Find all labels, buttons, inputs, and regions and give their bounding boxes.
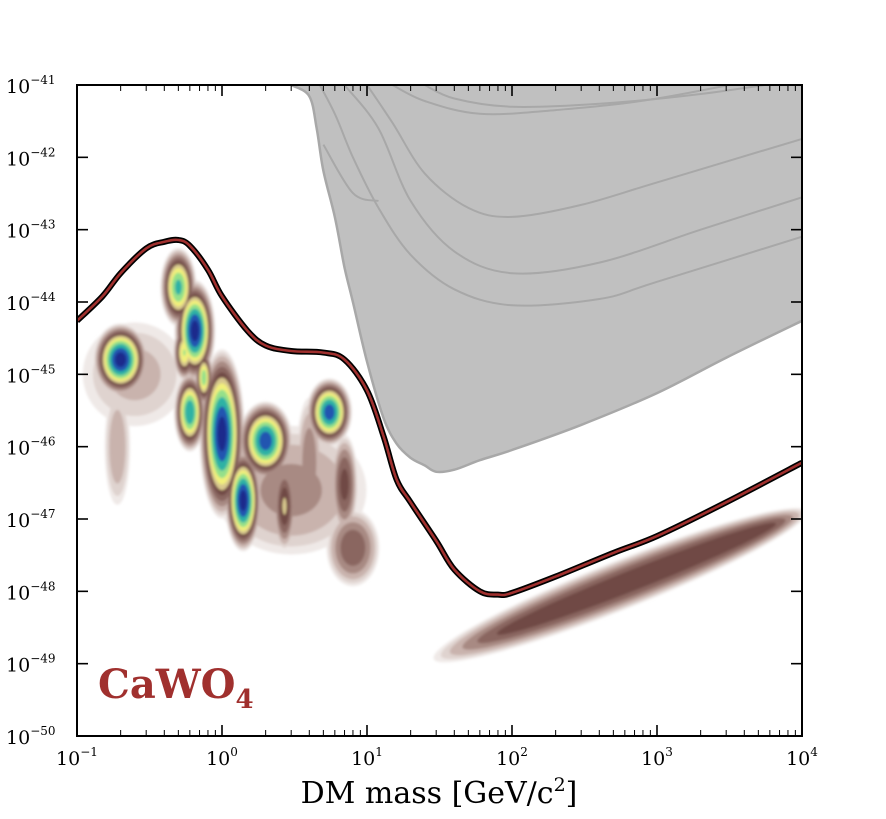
density-blob-1-level-12 <box>115 352 127 367</box>
y-tick-label: 10−49 <box>6 652 56 677</box>
density-band-level-6 <box>496 522 777 635</box>
excluded-region-edge <box>290 85 802 474</box>
y-tick-label: 10−47 <box>6 507 56 532</box>
x-tick-label-base: 10 <box>351 748 375 770</box>
other-limit-curve-4 <box>366 85 802 218</box>
x-tick-label-base: 10 <box>786 748 810 770</box>
x-tick-label-base: 10 <box>56 748 80 770</box>
y-tick-label-exponent: −45 <box>30 362 55 376</box>
y-tick-label-base: 10 <box>6 510 30 532</box>
y-tick-label-base: 10 <box>6 365 30 387</box>
y-tick-label: 10−44 <box>6 290 56 315</box>
x-tick-label-exponent: 0 <box>230 745 238 759</box>
y-tick-label-base: 10 <box>6 727 30 749</box>
y-tick-label-exponent: −42 <box>30 145 55 159</box>
other-limit-curve-1 <box>322 144 379 202</box>
y-tick-label-base: 10 <box>6 655 30 677</box>
excluded-region <box>291 85 802 473</box>
density-blob-5-level-9 <box>183 349 186 356</box>
y-tick-label-base: 10 <box>6 293 30 315</box>
y-tick-label-base: 10 <box>6 221 30 243</box>
density-blob-7-level-10 <box>185 400 195 425</box>
density-blob-15-level-6 <box>340 468 349 501</box>
x-tick-label-base: 10 <box>496 748 520 770</box>
x-tick-label-exponent: −1 <box>80 745 98 759</box>
y-tick-label-exponent: −49 <box>30 652 55 666</box>
x-tick-label: 10−1 <box>56 745 98 770</box>
tick-labels: 10−1 100 101 102 103 10410−4110−4210−4310−441… <box>6 73 818 770</box>
y-tick-label-exponent: −44 <box>30 290 56 304</box>
x-tick-label-base: 10 <box>641 748 665 770</box>
other-limit-curve-6 <box>424 85 772 108</box>
y-tick-label: 10−48 <box>6 579 56 604</box>
y-tick-label-exponent: −43 <box>30 218 55 232</box>
x-axis-title-text-end: ] <box>566 776 578 811</box>
y-tick-label: 10−41 <box>6 73 56 98</box>
x-tick-label: 104 <box>786 745 818 770</box>
density-blob-8-level-12 <box>217 416 227 452</box>
y-tick-label-exponent: −46 <box>30 435 55 449</box>
x-axis-title-exponent: 2 <box>554 774 566 796</box>
density-blob-6-level-9 <box>201 369 207 386</box>
plot-area <box>77 85 802 663</box>
material-label-subscript: 4 <box>236 685 254 715</box>
y-tick-label-exponent: −41 <box>30 73 55 87</box>
y-tick-label: 10−46 <box>6 435 56 460</box>
material-label-main: CaWO <box>98 661 236 708</box>
y-tick-label-base: 10 <box>6 438 30 460</box>
y-tick-label: 10−43 <box>6 218 56 243</box>
density-band <box>433 507 802 663</box>
y-tick-label-exponent: −47 <box>30 507 55 521</box>
axis-ticks <box>76 84 803 737</box>
density-blob-11-level-7 <box>282 497 287 515</box>
other-limit-curve-3 <box>343 85 802 275</box>
density-contours <box>82 247 380 587</box>
x-tick-label: 103 <box>641 745 673 770</box>
y-tick-label-base: 10 <box>6 582 30 604</box>
x-tick-label: 102 <box>496 745 528 770</box>
x-tick-label: 101 <box>351 745 383 770</box>
density-blob-10-level-11 <box>259 431 272 451</box>
y-tick-label-exponent: −50 <box>30 724 55 738</box>
density-blob-14-level-5 <box>340 529 366 566</box>
x-tick-label-exponent: 4 <box>810 745 818 759</box>
material-label: CaWO4 <box>98 661 254 715</box>
density-blob-12-level-11 <box>324 404 335 421</box>
x-tick-label-exponent: 3 <box>665 745 673 759</box>
density-blob-16-level-4 <box>260 464 322 517</box>
y-tick-label-base: 10 <box>6 76 30 98</box>
y-tick-label-exponent: −48 <box>30 579 55 593</box>
y-tick-label: 10−45 <box>6 362 56 387</box>
x-axis-title: DM mass [GeV/c2] <box>301 774 578 811</box>
x-axis-title-text: DM mass [GeV/c <box>301 776 554 811</box>
density-blob-2-level-3 <box>109 409 126 484</box>
other-limit-curve-2 <box>318 85 802 307</box>
y-tick-label: 10−50 <box>6 724 56 749</box>
other-limit-curve-5 <box>392 85 735 116</box>
density-blob-9-level-12 <box>239 490 247 511</box>
y-tick-label-base: 10 <box>6 148 30 170</box>
x-tick-label-exponent: 2 <box>520 745 528 759</box>
x-tick-label: 100 <box>206 745 238 770</box>
density-blob-4-level-12 <box>190 320 200 342</box>
x-tick-label-base: 10 <box>206 748 230 770</box>
plot-frame <box>76 84 803 737</box>
density-blob-3-level-10 <box>174 279 182 295</box>
y-tick-label: 10−42 <box>6 145 56 170</box>
limit-curve <box>77 238 802 597</box>
x-tick-label-exponent: 1 <box>375 745 383 759</box>
